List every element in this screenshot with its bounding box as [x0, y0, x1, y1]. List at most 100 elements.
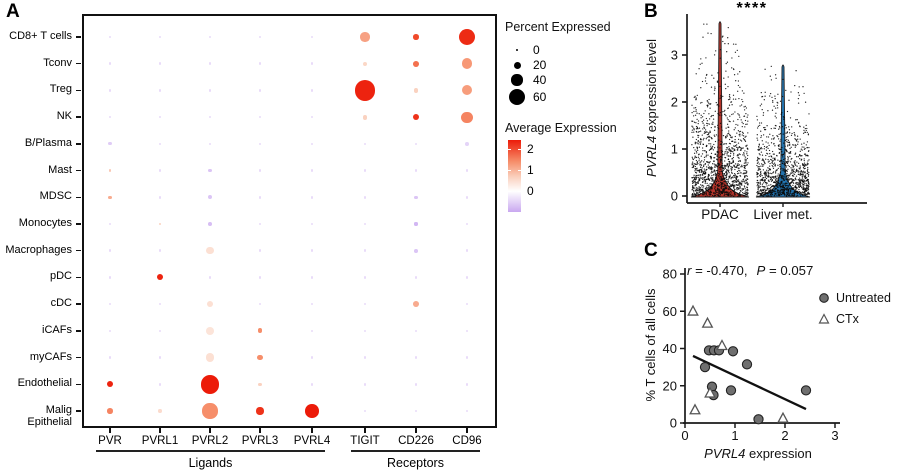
expression-dot: [363, 302, 367, 306]
column-tick: [415, 428, 417, 433]
expression-dot: [158, 195, 162, 199]
row-tick: [76, 250, 81, 252]
expression-dot: [258, 62, 262, 65]
expression-dot: [465, 409, 469, 413]
column-label: TIGIT: [350, 435, 380, 447]
expression-dot: [208, 62, 212, 65]
expression-dot: [305, 404, 319, 418]
ctx-point: [704, 386, 716, 398]
expression-dot: [108, 249, 112, 252]
expression-dot: [363, 276, 367, 279]
expression-dot: [465, 141, 469, 146]
panel-a-dotplot: Percent Expressed Average Expression CD8…: [5, 14, 617, 470]
expression-dot: [158, 142, 162, 146]
row-label: Endothelial: [17, 377, 72, 390]
size-legend-dot: [511, 74, 523, 86]
row-label: iCAFs: [42, 323, 72, 336]
untreated-circle-icon: [819, 292, 829, 303]
expression-dot: [310, 382, 314, 386]
expression-dot: [414, 356, 418, 359]
size-legend-dot: [516, 49, 518, 51]
group-underline: [96, 450, 325, 452]
expression-dot: [158, 222, 162, 226]
row-tick: [76, 196, 81, 198]
row-tick: [76, 356, 81, 359]
svg-text:3: 3: [831, 428, 838, 443]
expression-dot: [158, 89, 162, 92]
expression-dot: [158, 302, 162, 306]
expression-dot: [208, 168, 212, 173]
expression-dot: [108, 195, 112, 199]
expression-dot: [258, 249, 262, 252]
expression-dot: [414, 382, 418, 386]
svg-text:60: 60: [663, 304, 677, 319]
panel-c-scatter: 0 1 2 3 0 20 40 60 80 r = -0.470, P = 0.057 % T c…: [630, 230, 900, 473]
ctx-triangle-icon: [818, 312, 830, 324]
row-tick: [76, 410, 81, 412]
expression-dot: [108, 356, 112, 359]
expression-dot: [414, 222, 418, 226]
expression-dot: [258, 276, 262, 279]
panel-c-label: C: [644, 240, 658, 261]
size-legend-value: 20: [533, 58, 547, 72]
expression-dot: [310, 356, 314, 359]
color-bar-tickmark: [518, 170, 521, 171]
expression-dot: [414, 409, 418, 413]
size-legend-title: Percent Expressed: [505, 20, 611, 34]
row-tick: [76, 169, 81, 172]
correlation-annotation: r = -0.470, P = 0.057: [687, 263, 814, 278]
svg-text:1: 1: [731, 428, 738, 443]
row-tick: [76, 63, 81, 65]
row-label: myCAFs: [29, 350, 72, 363]
svg-text:2: 2: [671, 95, 678, 110]
svg-text:0: 0: [681, 428, 688, 443]
expression-dot: [108, 222, 112, 226]
expression-dot: [360, 32, 370, 42]
expression-dot: [258, 89, 262, 92]
color-bar-tickmark: [508, 191, 511, 192]
expression-dot: [310, 195, 314, 199]
color-bar-tickmark: [518, 149, 521, 150]
group-underline: [351, 450, 480, 452]
expression-dot: [208, 276, 212, 279]
row-tick: [76, 116, 81, 118]
gene-name-italic: PVRL4: [704, 446, 746, 461]
expression-dot: [258, 382, 262, 386]
expression-dot: [202, 403, 218, 419]
expression-dot: [310, 89, 314, 92]
expression-dot: [158, 169, 162, 172]
color-legend-title: Average Expression: [505, 121, 617, 135]
expression-dot: [363, 142, 367, 146]
expression-dot: [310, 115, 314, 119]
expression-dot: [208, 115, 212, 119]
row-label: Treg: [49, 83, 72, 96]
expression-dot: [108, 89, 112, 92]
color-bar-tickmark: [508, 149, 511, 150]
size-legend-value: 0: [533, 43, 540, 57]
panel-c-y-axis-label: % T cells of all cells: [643, 288, 658, 402]
expression-dot: [465, 195, 469, 199]
scatter-legend: Untreated CTx: [818, 287, 891, 329]
row-tick: [76, 383, 81, 385]
untreated-point: [800, 385, 812, 396]
expression-dot: [208, 222, 212, 226]
untreated-point: [725, 385, 737, 396]
expression-dot: [108, 35, 112, 39]
color-legend-tick: 1: [527, 163, 534, 177]
expression-dot: [108, 142, 112, 146]
expression-dot: [258, 35, 262, 39]
expression-dot: [413, 34, 419, 40]
expression-dot: [465, 302, 469, 306]
expression-dot: [414, 276, 418, 279]
untreated-point: [699, 361, 711, 373]
expression-dot: [108, 62, 112, 65]
expression-dot: [257, 354, 263, 361]
column-label: PVRL1: [141, 435, 179, 447]
row-label: B/Plasma: [24, 136, 72, 149]
expression-dot: [310, 222, 314, 226]
expression-dot: [158, 249, 162, 252]
size-legend-value: 40: [533, 73, 547, 87]
expression-dot: [258, 142, 262, 146]
color-legend-gradient: [508, 140, 521, 212]
expression-dot: [205, 353, 215, 363]
